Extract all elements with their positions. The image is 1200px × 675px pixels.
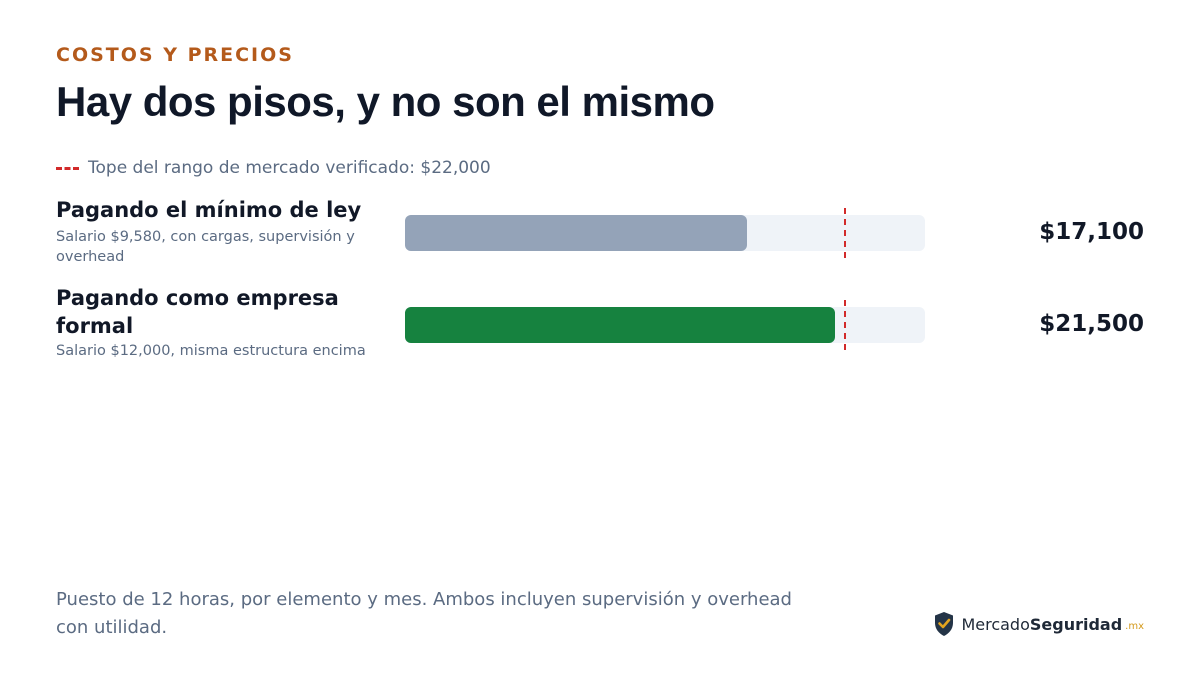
page-title: Hay dos pisos, y no son el mismo — [56, 78, 715, 125]
brand-name-part1: Mercado — [961, 614, 1030, 634]
footnote: Puesto de 12 horas, por elemento y mes. … — [56, 589, 792, 638]
chart-legend: Tope del rango de mercado verificado: $2… — [56, 157, 491, 179]
bar-track — [405, 215, 925, 251]
value-label: $21,500 — [1039, 311, 1144, 337]
brand-suffix: .mx — [1125, 621, 1144, 632]
reference-line — [844, 208, 846, 258]
bar-empresa-formal — [405, 307, 835, 343]
brand-logo: Mercado Seguridad .mx — [933, 611, 1144, 637]
row-label: Pagando como empresa formal Salario $12,… — [56, 284, 386, 361]
category-subtitle: Salario $9,580, con cargas, supervisión … — [56, 229, 355, 265]
value-label: $17,100 — [1039, 219, 1144, 245]
bar-minimo-de-ley — [405, 215, 747, 251]
reference-legend-label: Tope del rango de mercado verificado: $2… — [88, 158, 491, 178]
reference-line-swatch — [56, 166, 79, 170]
category-label: Pagando el mínimo de ley — [56, 198, 362, 222]
bar-track — [405, 307, 925, 343]
reference-line — [844, 300, 846, 350]
eyebrow-label: COSTOS Y PRECIOS — [56, 44, 294, 66]
category-subtitle: Salario $12,000, misma estructura encima — [56, 343, 366, 359]
row-label: Pagando el mínimo de ley Salario $9,580,… — [56, 196, 386, 267]
brand-name-part2: Seguridad — [1029, 614, 1123, 634]
category-label: Pagando como empresa formal — [56, 286, 339, 338]
shield-check-icon — [935, 612, 954, 636]
